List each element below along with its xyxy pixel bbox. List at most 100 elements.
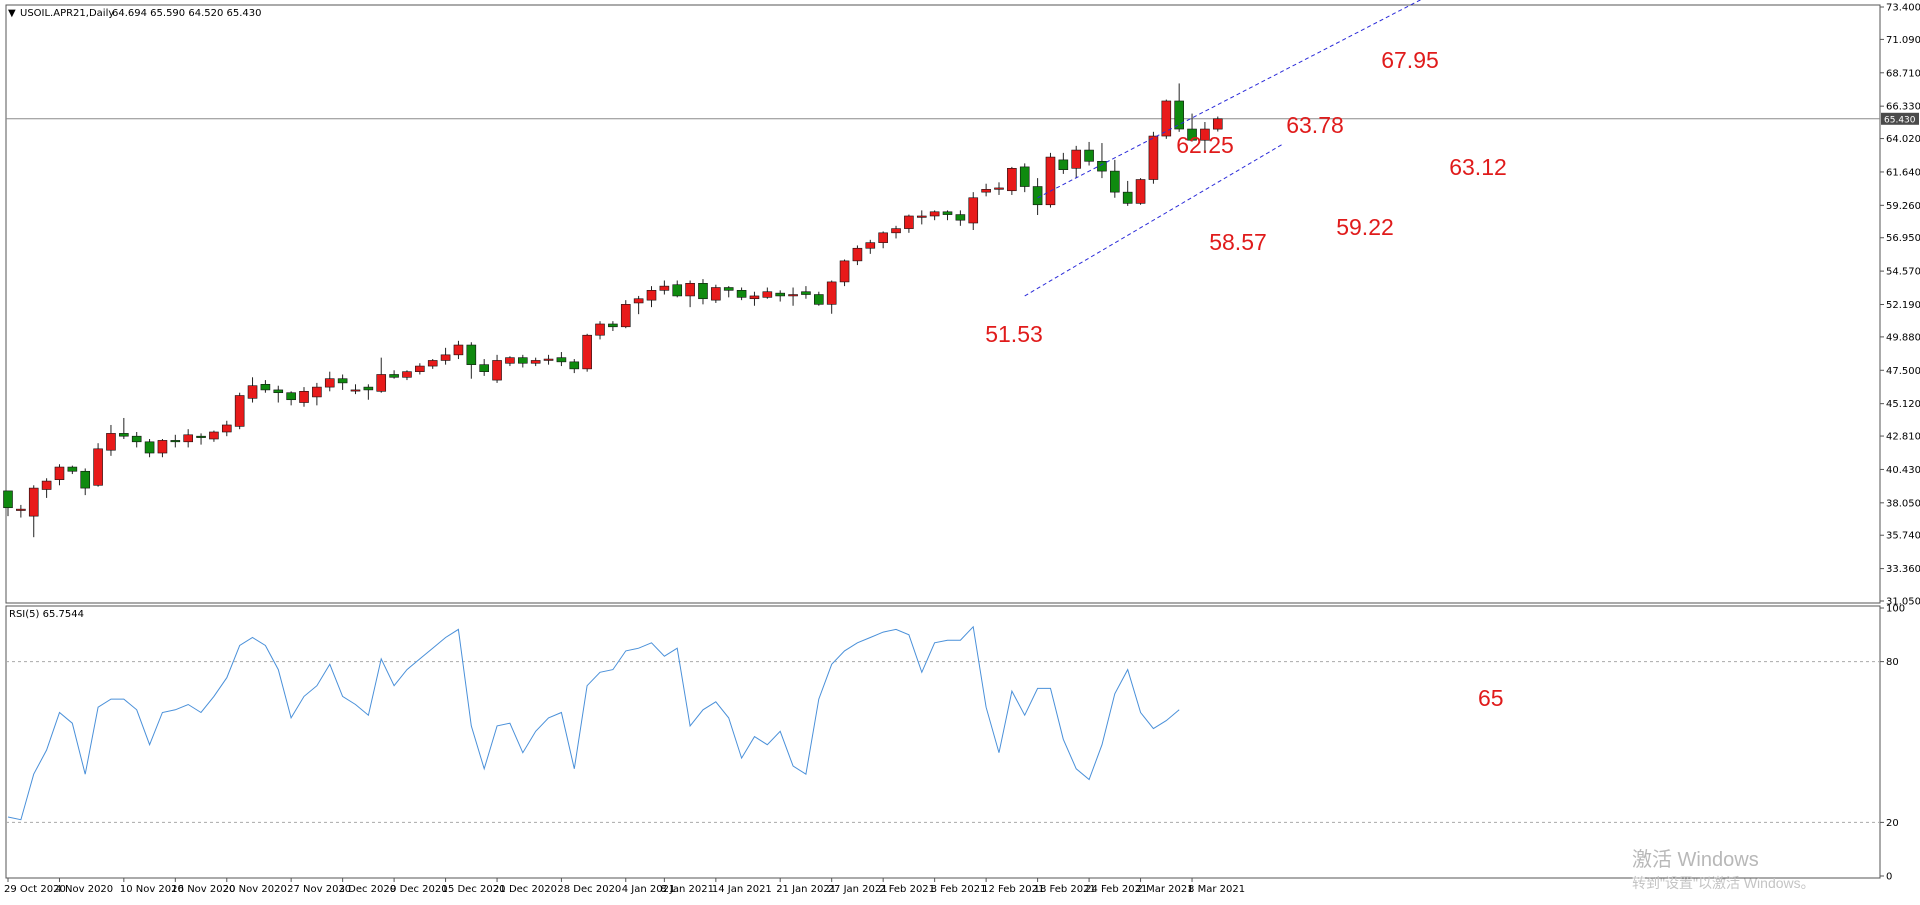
price-axis-tick-15: 38.050 [1886,498,1920,509]
price-axis-tick-6: 59.260 [1886,201,1920,212]
chart-header-arrow[interactable]: ▼ [8,8,16,19]
candle-body-1 [16,508,26,511]
x-axis-tick-14: 21 Jan 2021 [776,884,836,895]
price-annotation-67.95: 67.95 [1381,47,1439,73]
x-axis-tick-18: 12 Feb 2021 [982,884,1044,895]
x-axis-tick-22: 8 Mar 2021 [1188,884,1245,895]
x-axis-tick-0: 29 Oct 2020 [4,884,66,895]
candle-body-81 [1045,156,1056,206]
price-axis-tick-8: 54.570 [1886,267,1920,278]
candle-body-20 [260,383,271,391]
candle-body-55 [711,287,721,301]
candle-body-80 [1032,186,1043,206]
candle-body-92 [1187,128,1197,141]
candle-body-17 [221,424,232,433]
candle-body-16 [209,431,219,440]
watermark-line1: 激活 Windows [1632,848,1759,871]
price-axis-tick-5: 61.640 [1886,167,1920,178]
candle-body-30 [389,374,399,378]
candle-body-6 [80,470,91,489]
x-axis-tick-9: 21 Dec 2020 [493,884,557,895]
x-axis-tick-2: 10 Nov 2020 [120,884,184,895]
candle-body-88 [1135,179,1146,204]
price-annotation-59.22: 59.22 [1336,214,1394,240]
candle-body-83 [1071,149,1082,169]
candle-body-33 [427,360,438,367]
candle-body-24 [312,386,322,398]
price-axis-tick-11: 47.500 [1886,366,1920,377]
candle-body-72 [929,211,940,217]
candle-body-52 [672,284,683,297]
x-axis-tick-10: 28 Dec 2020 [557,884,621,895]
candle-body-43 [556,357,567,363]
price-axis-tick-18: 31.050 [1886,597,1920,608]
candle-body-40 [517,357,528,364]
candle-body-74 [955,214,966,221]
price-axis-tick-14: 40.430 [1886,465,1920,476]
candle-body-67 [865,242,876,249]
candle-body-54 [698,283,708,300]
candle-body-4 [54,466,65,480]
candle-body-76 [981,189,991,193]
current-price-box [1881,112,1919,125]
price-axis-tick-4: 64.020 [1886,134,1920,145]
price-axis-tick-12: 45.120 [1886,399,1920,410]
candle-body-79 [1019,166,1030,187]
candle-body-46 [595,323,605,336]
candle-body-89 [1148,135,1159,180]
price-axis-tick-0: 73.400 [1886,3,1920,14]
x-axis-tick-7: 9 Dec 2020 [390,884,448,895]
candle-body-71 [916,215,927,218]
price-axis-tick-3: 66.330 [1886,102,1920,113]
candle-body-51 [659,285,670,291]
candle-body-12 [157,440,168,454]
candle-body-23 [299,391,309,403]
candle-body-60 [775,292,786,297]
channel-line-1 [1024,144,1283,297]
price-axis-tick-1: 71.090 [1886,35,1920,46]
candle-body-38 [492,360,502,381]
candle-body-91 [1174,100,1184,130]
current-price-label: 65.430 [1884,115,1916,125]
candle-body-70 [904,215,914,229]
candle-body-75 [968,197,979,224]
candle-body-2 [28,487,39,517]
candle-body-78 [1007,167,1017,192]
candle-body-85 [1097,160,1107,172]
price-annotation-63.12: 63.12 [1449,154,1507,180]
price-annotation-62.25: 62.25 [1176,132,1234,158]
candle-body-73 [942,211,953,215]
candle-body-90 [1161,100,1172,137]
candle-body-59 [762,291,773,298]
candle-body-13 [170,440,181,443]
candle-body-45 [582,334,592,370]
price-axis-tick-17: 33.360 [1886,564,1920,575]
candle-body-15 [196,435,206,438]
candle-body-34 [440,354,451,361]
rsi-axis-tick-1: 80 [1886,657,1899,668]
candle-body-63 [814,294,824,305]
candle-body-0 [3,490,13,509]
x-axis-tick-12: 8 Jan 2021 [660,884,714,895]
rsi-axis-tick-2: 20 [1886,818,1899,829]
rsi-end-label: 65 [1478,685,1504,711]
rsi-header-label: RSI(5) 65.7544 [9,609,84,620]
price-axis-tick-2: 68.710 [1886,68,1920,79]
candle-body-41 [530,360,541,364]
candle-body-56 [723,287,734,291]
channel-line-0 [1037,0,1422,199]
candle-body-50 [646,290,657,301]
x-axis-tick-6: 3 Dec 2020 [339,884,397,895]
candle-body-49 [633,298,644,304]
candle-body-3 [41,480,52,490]
x-axis-tick-11: 4 Jan 2021 [622,884,676,895]
candle-body-8 [106,433,116,451]
x-axis-tick-17: 8 Feb 2021 [931,884,987,895]
candle-body-44 [569,361,580,370]
candle-body-94 [1212,118,1223,130]
x-axis-tick-19: 18 Feb 2021 [1034,884,1096,895]
candle-body-35 [453,344,464,356]
price-axis-tick-9: 52.190 [1886,300,1920,311]
